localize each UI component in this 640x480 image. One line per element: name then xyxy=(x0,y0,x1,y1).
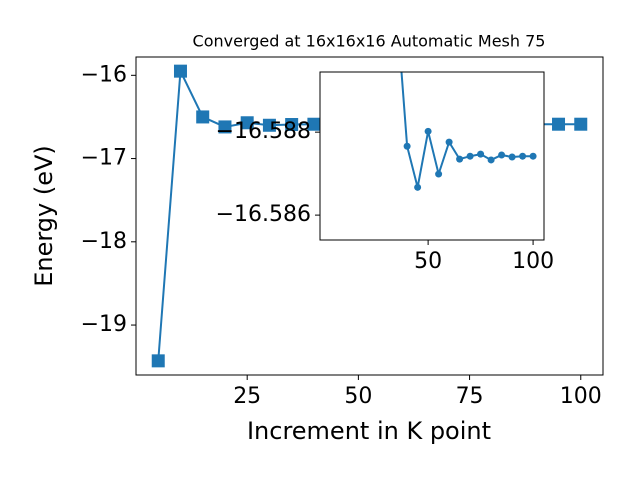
y-tick-label: −16.588 xyxy=(216,119,311,144)
point xyxy=(487,156,495,164)
point xyxy=(445,138,453,146)
point xyxy=(508,153,516,161)
point xyxy=(414,183,422,191)
point xyxy=(151,354,165,368)
point xyxy=(477,150,485,158)
x-tick-label: 100 xyxy=(512,249,554,274)
y-tick-label: −16.586 xyxy=(216,202,311,227)
plot-frame xyxy=(135,56,604,376)
x-tick-label: 25 xyxy=(233,384,261,409)
point xyxy=(574,117,588,131)
point xyxy=(456,155,464,163)
y-tick-label: −18 xyxy=(81,229,127,254)
point xyxy=(424,127,432,135)
point xyxy=(529,152,537,160)
point xyxy=(435,170,443,178)
x-tick-label: 50 xyxy=(414,249,442,274)
point xyxy=(218,120,232,134)
point xyxy=(262,118,276,132)
point xyxy=(173,64,187,78)
y-tick-label: −19 xyxy=(81,312,127,337)
chart-title: Converged at 16x16x16 Automatic Mesh 75 xyxy=(193,32,546,51)
y-tick-label: −17 xyxy=(81,146,127,171)
x-tick-label: 75 xyxy=(456,384,484,409)
point xyxy=(196,110,210,124)
point xyxy=(307,117,321,131)
point xyxy=(466,152,474,160)
y-tick-label: −16 xyxy=(81,62,127,87)
plot-frame xyxy=(319,71,545,241)
plot-content xyxy=(400,72,537,191)
point xyxy=(519,152,527,160)
point xyxy=(285,118,299,132)
y-axis-label: Energy (eV) xyxy=(30,145,58,287)
point xyxy=(403,142,411,150)
point xyxy=(240,116,254,130)
point xyxy=(498,151,506,159)
x-tick-label: 100 xyxy=(560,384,602,409)
point xyxy=(552,117,566,131)
x-tick-label: 50 xyxy=(344,384,372,409)
x-axis-label: Increment in K point xyxy=(247,417,491,445)
